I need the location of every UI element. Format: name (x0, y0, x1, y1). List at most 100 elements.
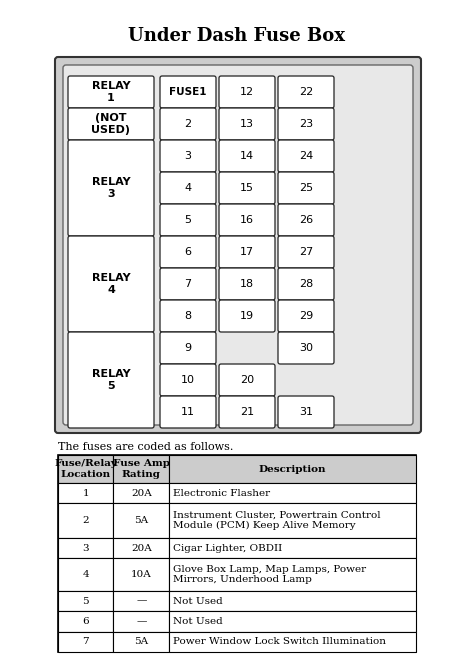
FancyBboxPatch shape (219, 204, 275, 236)
FancyBboxPatch shape (219, 268, 275, 300)
Bar (58, 558, 113, 591)
Bar (58, 503, 113, 538)
Bar (169, 483, 416, 503)
FancyBboxPatch shape (219, 140, 275, 172)
Text: RELAY
3: RELAY 3 (91, 177, 130, 199)
FancyBboxPatch shape (219, 396, 275, 428)
FancyBboxPatch shape (160, 332, 216, 364)
Text: 5: 5 (82, 597, 89, 606)
Text: 1: 1 (82, 489, 89, 498)
Text: 20A: 20A (131, 543, 152, 553)
Text: Power Window Lock Switch Illumination: Power Window Lock Switch Illumination (173, 637, 386, 646)
Bar (169, 503, 416, 538)
Text: RELAY
1: RELAY 1 (91, 81, 130, 102)
Text: FUSE1: FUSE1 (169, 87, 207, 97)
Bar (169, 611, 416, 631)
FancyBboxPatch shape (55, 57, 421, 433)
FancyBboxPatch shape (278, 396, 334, 428)
Text: 5A: 5A (134, 637, 148, 646)
Text: 29: 29 (299, 311, 313, 321)
FancyBboxPatch shape (278, 268, 334, 300)
FancyBboxPatch shape (160, 204, 216, 236)
Text: 26: 26 (299, 215, 313, 225)
Text: Fuse Amp
Rating: Fuse Amp Rating (113, 459, 170, 479)
Text: 14: 14 (240, 151, 254, 161)
FancyBboxPatch shape (160, 300, 216, 332)
Text: 27: 27 (299, 247, 313, 257)
Text: Fuse/Relay
Location: Fuse/Relay Location (55, 459, 117, 479)
Text: 23: 23 (299, 119, 313, 129)
FancyBboxPatch shape (68, 332, 154, 428)
Bar (169, 455, 416, 483)
Text: 12: 12 (240, 87, 254, 97)
Text: —: — (136, 617, 146, 626)
Bar (169, 591, 416, 611)
Text: Glove Box Lamp, Map Lamps, Power
Mirrors, Underhood Lamp: Glove Box Lamp, Map Lamps, Power Mirrors… (173, 565, 366, 584)
FancyBboxPatch shape (160, 364, 216, 396)
Text: Under Dash Fuse Box: Under Dash Fuse Box (128, 27, 346, 45)
Text: 20A: 20A (131, 489, 152, 498)
FancyBboxPatch shape (278, 76, 334, 108)
Bar (169, 538, 416, 558)
FancyBboxPatch shape (278, 108, 334, 140)
Text: The fuses are coded as follows.: The fuses are coded as follows. (58, 442, 233, 452)
Text: 24: 24 (299, 151, 313, 161)
Bar (113, 483, 169, 503)
Text: 4: 4 (82, 570, 89, 579)
Text: RELAY
4: RELAY 4 (91, 273, 130, 295)
FancyBboxPatch shape (68, 236, 154, 332)
Text: Instrument Cluster, Powertrain Control
Module (PCM) Keep Alive Memory: Instrument Cluster, Powertrain Control M… (173, 511, 381, 530)
Text: 13: 13 (240, 119, 254, 129)
FancyBboxPatch shape (219, 300, 275, 332)
FancyBboxPatch shape (63, 65, 413, 425)
FancyBboxPatch shape (219, 172, 275, 204)
Text: 2: 2 (82, 516, 89, 525)
FancyBboxPatch shape (68, 140, 154, 236)
Text: 30: 30 (299, 343, 313, 353)
FancyBboxPatch shape (219, 236, 275, 268)
Bar (58, 591, 113, 611)
Text: 31: 31 (299, 407, 313, 417)
Bar (113, 611, 169, 631)
Text: 3: 3 (82, 543, 89, 553)
Text: 18: 18 (240, 279, 254, 289)
FancyBboxPatch shape (160, 108, 216, 140)
Text: 6: 6 (82, 617, 89, 626)
Text: 10: 10 (181, 375, 195, 385)
FancyBboxPatch shape (278, 332, 334, 364)
FancyBboxPatch shape (68, 76, 154, 108)
Bar (58, 631, 113, 652)
Text: 3: 3 (184, 151, 191, 161)
Text: 9: 9 (184, 343, 191, 353)
FancyBboxPatch shape (219, 364, 275, 396)
Text: 21: 21 (240, 407, 254, 417)
FancyBboxPatch shape (160, 76, 216, 108)
FancyBboxPatch shape (278, 236, 334, 268)
Bar (58, 538, 113, 558)
Text: RELAY
5: RELAY 5 (91, 369, 130, 391)
Text: Not Used: Not Used (173, 617, 223, 626)
FancyBboxPatch shape (160, 172, 216, 204)
Text: 7: 7 (184, 279, 191, 289)
FancyBboxPatch shape (278, 172, 334, 204)
Text: —: — (136, 597, 146, 606)
Text: 2: 2 (184, 119, 191, 129)
FancyBboxPatch shape (160, 140, 216, 172)
Text: Electronic Flasher: Electronic Flasher (173, 489, 270, 498)
Text: Description: Description (259, 464, 326, 474)
Bar (113, 455, 169, 483)
FancyBboxPatch shape (160, 236, 216, 268)
Bar (58, 483, 113, 503)
FancyBboxPatch shape (278, 204, 334, 236)
FancyBboxPatch shape (219, 108, 275, 140)
Bar (58, 455, 113, 483)
FancyBboxPatch shape (278, 300, 334, 332)
Text: (NOT
USED): (NOT USED) (91, 113, 130, 135)
Text: 25: 25 (299, 183, 313, 193)
Text: 15: 15 (240, 183, 254, 193)
Text: 5A: 5A (134, 516, 148, 525)
Text: 17: 17 (240, 247, 254, 257)
Text: 5: 5 (184, 215, 191, 225)
Text: Not Used: Not Used (173, 597, 223, 606)
FancyBboxPatch shape (160, 396, 216, 428)
